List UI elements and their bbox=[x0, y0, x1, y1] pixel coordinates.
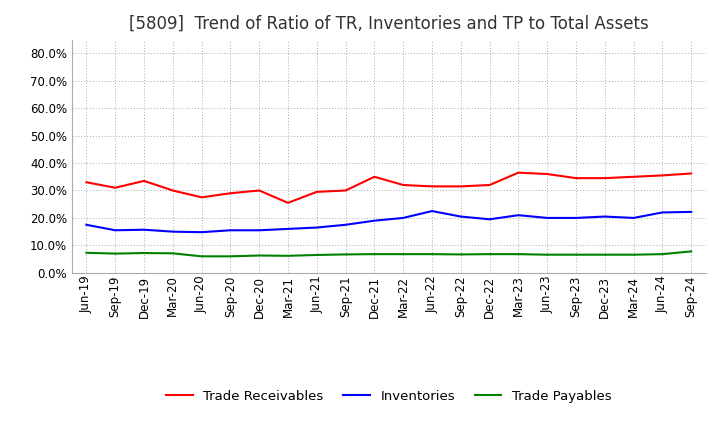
Inventories bbox=[687, 209, 696, 215]
Inventories bbox=[82, 222, 91, 227]
Inventories bbox=[514, 213, 523, 218]
Trade Receivables bbox=[514, 170, 523, 175]
Trade Payables bbox=[82, 250, 91, 255]
Trade Receivables bbox=[456, 184, 465, 189]
Trade Payables bbox=[572, 252, 580, 257]
Trade Receivables bbox=[255, 188, 264, 193]
Trade Payables bbox=[284, 253, 292, 258]
Inventories bbox=[197, 230, 206, 235]
Trade Receivables bbox=[168, 188, 177, 193]
Trade Payables bbox=[399, 252, 408, 257]
Inventories bbox=[600, 214, 609, 219]
Trade Receivables bbox=[399, 182, 408, 187]
Inventories bbox=[629, 215, 638, 220]
Trade Payables bbox=[312, 252, 321, 257]
Trade Payables bbox=[543, 252, 552, 257]
Inventories bbox=[168, 229, 177, 234]
Trade Payables bbox=[255, 253, 264, 258]
Trade Payables bbox=[514, 252, 523, 257]
Inventories bbox=[140, 227, 148, 232]
Inventories bbox=[572, 215, 580, 220]
Trade Payables bbox=[168, 251, 177, 256]
Trade Receivables bbox=[226, 191, 235, 196]
Inventories bbox=[226, 227, 235, 233]
Trade Payables bbox=[485, 252, 494, 257]
Trade Payables bbox=[140, 250, 148, 256]
Inventories bbox=[312, 225, 321, 230]
Trade Receivables bbox=[572, 176, 580, 181]
Trade Payables bbox=[687, 249, 696, 254]
Line: Trade Receivables: Trade Receivables bbox=[86, 172, 691, 203]
Inventories bbox=[456, 214, 465, 219]
Inventories bbox=[658, 210, 667, 215]
Inventories bbox=[255, 227, 264, 233]
Inventories bbox=[370, 218, 379, 224]
Inventories bbox=[111, 227, 120, 233]
Trade Payables bbox=[428, 252, 436, 257]
Inventories bbox=[341, 222, 350, 227]
Trade Receivables bbox=[600, 176, 609, 181]
Inventories bbox=[284, 226, 292, 231]
Trade Payables bbox=[658, 252, 667, 257]
Trade Receivables bbox=[687, 171, 696, 176]
Trade Receivables bbox=[658, 173, 667, 178]
Trade Receivables bbox=[428, 184, 436, 189]
Trade Receivables bbox=[485, 182, 494, 187]
Trade Payables bbox=[370, 252, 379, 257]
Trade Receivables bbox=[111, 185, 120, 191]
Inventories bbox=[485, 216, 494, 222]
Inventories bbox=[399, 215, 408, 220]
Legend: Trade Receivables, Inventories, Trade Payables: Trade Receivables, Inventories, Trade Pa… bbox=[161, 384, 616, 408]
Trade Receivables bbox=[312, 189, 321, 194]
Trade Payables bbox=[197, 254, 206, 259]
Trade Payables bbox=[111, 251, 120, 256]
Trade Payables bbox=[600, 252, 609, 257]
Line: Trade Payables: Trade Payables bbox=[86, 251, 691, 257]
Trade Receivables bbox=[543, 172, 552, 177]
Title: [5809]  Trend of Ratio of TR, Inventories and TP to Total Assets: [5809] Trend of Ratio of TR, Inventories… bbox=[129, 15, 649, 33]
Trade Payables bbox=[226, 254, 235, 259]
Trade Payables bbox=[341, 252, 350, 257]
Trade Receivables bbox=[197, 195, 206, 200]
Inventories bbox=[428, 209, 436, 214]
Trade Receivables bbox=[140, 178, 148, 183]
Trade Payables bbox=[629, 252, 638, 257]
Trade Payables bbox=[456, 252, 465, 257]
Trade Receivables bbox=[629, 174, 638, 180]
Trade Receivables bbox=[82, 180, 91, 185]
Inventories bbox=[543, 215, 552, 220]
Trade Receivables bbox=[341, 188, 350, 193]
Trade Receivables bbox=[370, 174, 379, 180]
Trade Receivables bbox=[284, 200, 292, 205]
Line: Inventories: Inventories bbox=[86, 211, 691, 232]
